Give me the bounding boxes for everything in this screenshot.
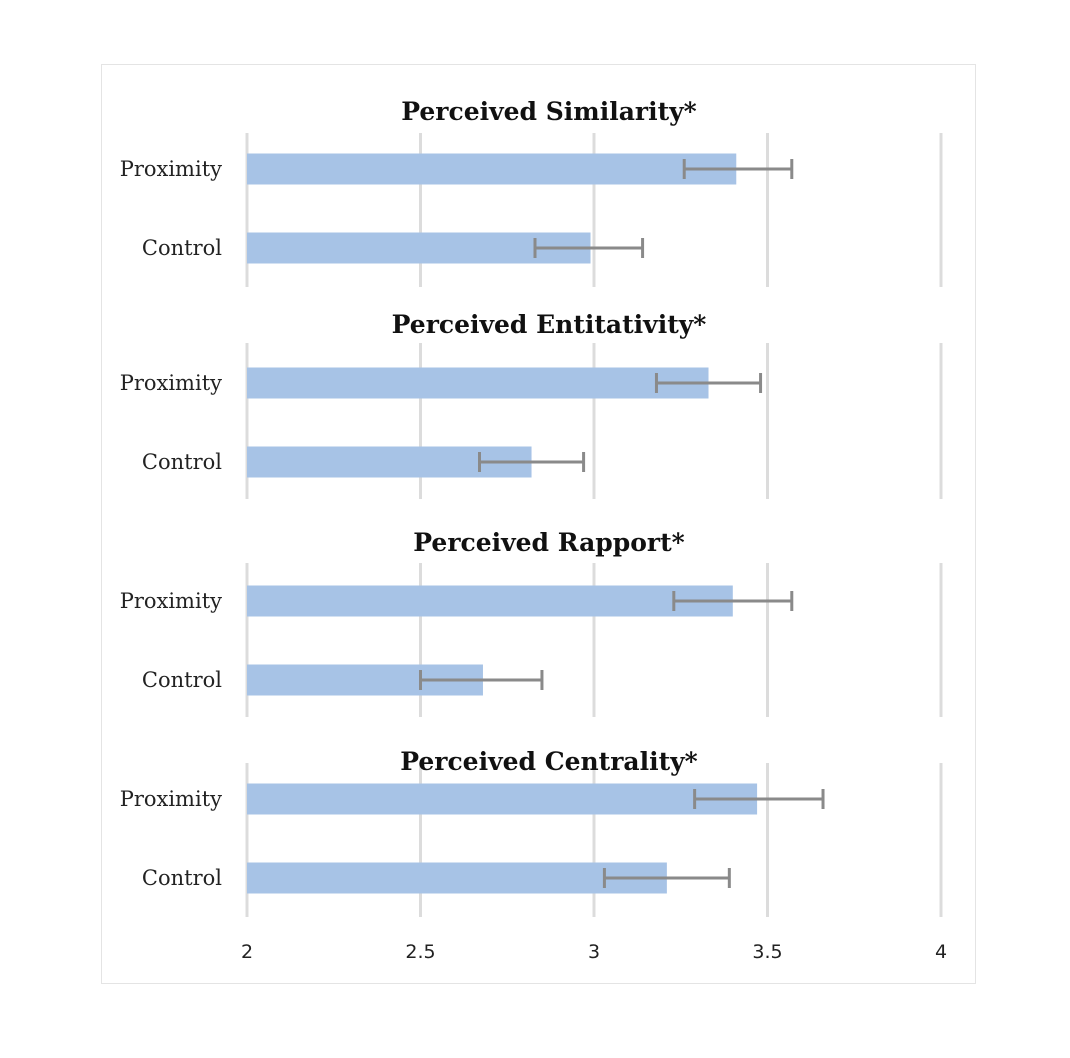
panel-title: Perceived Similarity*	[401, 97, 696, 126]
error-bar	[419, 670, 544, 690]
bar	[247, 153, 737, 185]
x-tick-label: 4	[935, 941, 947, 963]
category-label: Proximity	[120, 589, 222, 613]
category-label: Proximity	[120, 371, 222, 395]
chart-panel-2: Perceived Entitativity* Proximity Control	[120, 310, 943, 499]
chart-panel-4: Perceived Centrality* Proximity Control	[120, 747, 943, 917]
category-label: Proximity	[120, 157, 222, 181]
error-bar	[693, 789, 825, 809]
x-tick-label: 2	[241, 941, 253, 963]
category-label: Control	[142, 236, 222, 260]
error-bar	[654, 373, 763, 393]
x-tick-label: 3	[588, 941, 600, 963]
x-tick-label: 2.5	[405, 941, 435, 963]
error-bar	[602, 868, 731, 888]
error-bar	[533, 238, 645, 258]
category-label: Control	[142, 668, 222, 692]
bar	[247, 367, 709, 399]
chart-panel-1: Perceived Similarity* Proximity Control	[120, 97, 943, 287]
panel-title: Perceived Centrality*	[400, 747, 698, 776]
panel-title: Perceived Rapport*	[413, 528, 684, 557]
chart-panel-3: Perceived Rapport* Proximity Control	[120, 528, 943, 717]
error-bar	[682, 159, 794, 179]
chart-frame: Perceived Similarity* Proximity Control Per…	[101, 64, 976, 984]
bar	[247, 783, 758, 815]
error-bar	[672, 591, 794, 611]
category-label: Proximity	[120, 787, 222, 811]
x-tick-label: 3.5	[752, 941, 782, 963]
category-label: Control	[142, 450, 222, 474]
panel-title: Perceived Entitativity*	[392, 310, 707, 339]
bar	[247, 232, 591, 264]
bar-chart: Perceived Similarity*ProximityControlPer…	[120, 97, 947, 963]
bar	[247, 585, 733, 617]
bar	[247, 862, 667, 894]
category-label: Control	[142, 866, 222, 890]
error-bar	[477, 452, 586, 472]
